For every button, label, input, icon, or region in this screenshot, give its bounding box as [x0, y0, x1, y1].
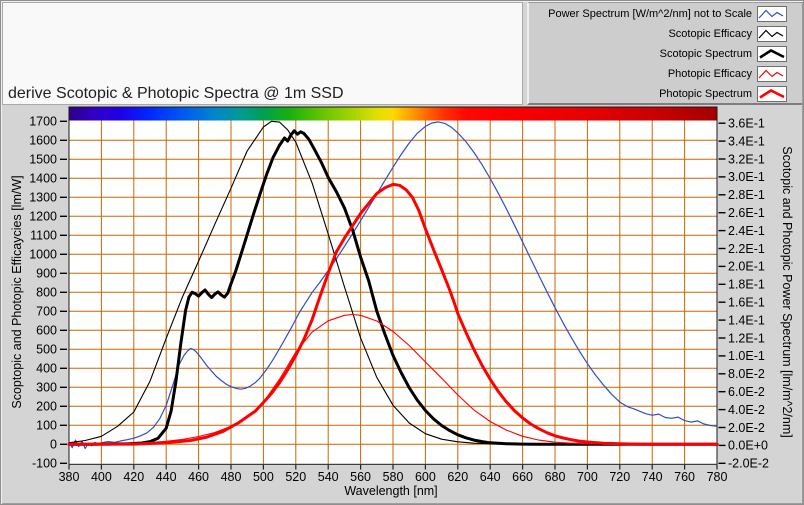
y-right-tick-label: 2.0E-2: [728, 421, 765, 435]
y-right-tick-label: 3.2E-1: [728, 152, 765, 166]
x-tick-label: 540: [318, 470, 339, 484]
y-left-tick-label: 800: [36, 286, 57, 300]
legend-line-sample[interactable]: [757, 86, 787, 102]
x-tick-label: 600: [415, 470, 436, 484]
series-photopic_efficacy: [68, 313, 718, 445]
y-left-tick-label: 1200: [29, 210, 57, 224]
x-tick-label: 680: [545, 470, 566, 484]
y-left-tick-label: 200: [36, 400, 57, 414]
y-right-tick-label: 8.0E-2: [728, 367, 765, 381]
legend-item-scotopic-efficacy: Scotopic Efficacy: [529, 24, 802, 44]
y-left-axis: 1700160015001400130012001100100090080070…: [29, 115, 67, 471]
x-tick-label: 740: [642, 470, 663, 484]
y-left-tick-label: 1300: [29, 191, 57, 205]
y-right-axis-title: Scotopic and Photopic Power Spectrum [lm…: [780, 146, 794, 437]
x-tick-label: 660: [512, 470, 533, 484]
y-right-axis: 3.6E-1 3.4E-1 3.2E-1 3.0E-1 2.8E-1 2.6E-1 2.4E…: [718, 117, 769, 471]
y-right-tick-label: 2.6E-1: [728, 206, 765, 220]
legend-item-label: Photopic Efficacy: [667, 68, 752, 80]
legend-item-photopic-spectrum: Photopic Spectrum: [529, 84, 802, 104]
x-axis: 380 400 420 440 460 480 500 520 540 560 580 600 620 6…: [59, 464, 728, 484]
y-right-tick-label: 1.8E-1: [728, 278, 765, 292]
legend-line-glyph: [758, 29, 784, 39]
y-left-tick-label: 1000: [29, 248, 57, 262]
x-tick-label: 520: [285, 470, 306, 484]
y-left-tick-label: 1400: [29, 172, 57, 186]
legend-item-label: Scotopic Spectrum: [659, 48, 752, 60]
x-tick-label: 780: [707, 470, 728, 484]
y-left-tick-label: 1500: [29, 153, 57, 167]
legend-line-sample[interactable]: [757, 66, 787, 82]
y-left-axis-title: Scoptopic and Photopic Efficaycies [lm/W…: [10, 175, 24, 408]
y-left-tick-label: 1700: [29, 115, 57, 129]
x-tick-label: 560: [350, 470, 371, 484]
y-right-tick-label: 0.0E+0: [728, 439, 768, 453]
gridlines: [69, 120, 717, 464]
y-right-tick-label: 2.0E-1: [728, 260, 765, 274]
x-tick-label: 700: [577, 470, 598, 484]
y-left-tick-label: 700: [36, 305, 57, 319]
y-left-tick-label: 1100: [30, 229, 57, 243]
x-tick-label: 480: [221, 470, 242, 484]
legend-item-photopic-efficacy: Photopic Efficacy: [529, 64, 802, 84]
legend-line-sample[interactable]: [757, 6, 787, 22]
x-tick-label: 640: [480, 470, 501, 484]
x-tick-label: 420: [123, 470, 144, 484]
legend-item-scotopic-spectrum: Scotopic Spectrum: [529, 44, 802, 64]
plot-frame: [68, 106, 718, 465]
x-tick-label: 380: [59, 470, 80, 484]
y-left-tick-label: 300: [36, 381, 57, 395]
page-title: derive Scotopic & Photopic Spectra @ 1m …: [8, 85, 344, 102]
y-right-tick-label: 4.0E-2: [728, 403, 765, 417]
y-left-tick-label: 400: [36, 362, 57, 376]
legend-line-glyph: [758, 9, 784, 19]
y-right-tick-label: 2.8E-1: [728, 188, 765, 202]
y-left-tick-label: 0: [50, 438, 57, 452]
legend-line-glyph: [758, 69, 784, 79]
y-right-tick-label: 2.2E-1: [728, 242, 765, 256]
y-right-tick-label: 3.0E-1: [728, 170, 765, 184]
series-photopic_spectrum: [67, 182, 719, 446]
y-right-tick-label: 1.4E-1: [728, 313, 765, 327]
x-tick-label: 760: [674, 470, 695, 484]
y-right-tick-label: 1.0E-1: [728, 349, 765, 363]
x-tick-label: 440: [156, 470, 177, 484]
legend-item-power-spectrum: Power Spectrum [W/m^2/nm] not to Scale: [529, 4, 802, 24]
y-left-tick-label: 900: [36, 267, 57, 281]
y-left-tick-label: 500: [36, 343, 57, 357]
x-tick-label: 460: [188, 470, 209, 484]
legend-line-glyph: [759, 89, 785, 99]
y-right-tick-label: 1.2E-1: [728, 331, 765, 345]
series-scotopic_spectrum: [67, 129, 719, 446]
y-right-tick-label: 1.6E-1: [728, 296, 765, 310]
x-tick-label: 500: [253, 470, 274, 484]
x-tick-label: 720: [609, 470, 630, 484]
plot-legend: Power Spectrum [W/m^2/nm] not to Scale Sc…: [527, 2, 802, 105]
y-right-tick-label: 2.4E-1: [728, 224, 765, 238]
x-tick-label: 620: [447, 470, 468, 484]
y-right-tick-label: 6.0E-2: [728, 385, 765, 399]
legend-item-label: Power Spectrum [W/m^2/nm] not to Scale: [548, 8, 752, 20]
legend-item-label: Scotopic Efficacy: [668, 28, 752, 40]
x-tick-label: 580: [383, 470, 404, 484]
y-left-tick-label: 100: [36, 419, 57, 433]
legend-item-label: Photopic Spectrum: [659, 88, 752, 100]
title-panel: derive Scotopic & Photopic Spectra @ 1m …: [2, 2, 523, 105]
legend-line-sample[interactable]: [757, 46, 787, 62]
y-left-tick-label: 600: [36, 324, 57, 338]
x-axis-title: Wavelength [nm]: [344, 484, 437, 498]
y-right-tick-label: 3.4E-1: [728, 134, 765, 148]
y-left-tick-label: 1600: [29, 134, 57, 148]
y-right-tick-label: 3.6E-1: [728, 117, 765, 131]
legend-line-sample[interactable]: [757, 26, 787, 42]
legend-line-glyph: [759, 49, 785, 59]
y-right-tick-label: -2.0E-2: [728, 457, 769, 471]
y-left-tick-label: -100: [32, 457, 57, 471]
x-tick-label: 400: [91, 470, 112, 484]
wavelength-color-bar: [69, 107, 717, 121]
